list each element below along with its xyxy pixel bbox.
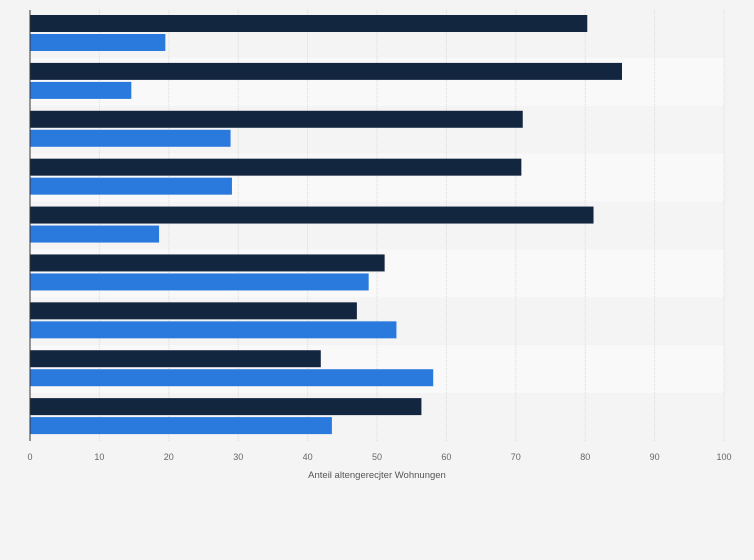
bar-series-2 (30, 81, 132, 99)
bars (30, 15, 622, 435)
x-tick-label: 80 (580, 452, 590, 462)
bar-series-1 (30, 158, 522, 176)
x-tick-labels: 0 10 20 30 40 50 60 70 80 90 100 (27, 452, 731, 462)
bar-series-2 (30, 369, 434, 387)
bar-series-1 (30, 302, 357, 320)
bar-series-1 (30, 350, 321, 368)
x-tick-label: 100 (716, 452, 731, 462)
x-tick-label: 60 (441, 452, 451, 462)
bar-series-2 (30, 225, 160, 243)
bar-series-2 (30, 129, 231, 147)
x-tick-label: 30 (233, 452, 243, 462)
bar-series-1 (30, 110, 523, 128)
x-tick-label: 10 (94, 452, 104, 462)
x-tick-label: 90 (650, 452, 660, 462)
bar-series-1 (30, 62, 622, 80)
x-tick-label: 50 (372, 452, 382, 462)
bar-series-2 (30, 417, 332, 435)
bar-series-2 (30, 321, 397, 339)
bar-series-1 (30, 15, 588, 32)
bar-series-2 (30, 34, 166, 51)
bar-series-1 (30, 398, 422, 416)
bar-series-2 (30, 177, 232, 195)
x-tick-label: 40 (303, 452, 313, 462)
x-tick-label: 0 (27, 452, 32, 462)
x-tick-label: 70 (511, 452, 521, 462)
x-tick-label: 20 (164, 452, 174, 462)
x-axis-title: Anteil altengerecjter Wohnungen (308, 470, 446, 481)
bar-series-1 (30, 206, 594, 224)
bar-series-2 (30, 273, 369, 291)
bar-series-1 (30, 254, 385, 272)
